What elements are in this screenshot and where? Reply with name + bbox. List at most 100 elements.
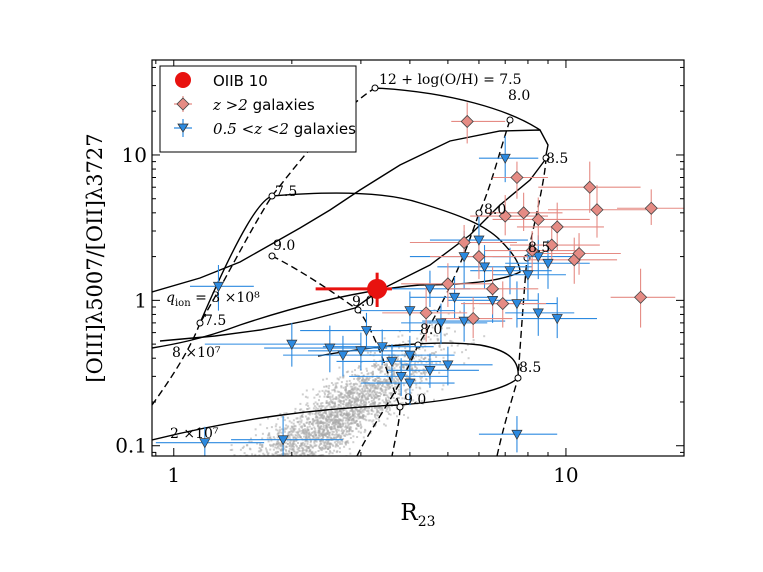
z2-galaxy-point <box>517 206 531 220</box>
cloud-point <box>407 377 410 380</box>
cloud-point <box>304 454 306 456</box>
cloud-point <box>342 374 345 377</box>
cloud-point <box>334 423 337 426</box>
cloud-point <box>305 467 307 469</box>
cloud-point <box>348 447 351 450</box>
cloud-point <box>346 418 349 421</box>
cloud-point <box>290 445 293 448</box>
cloud-point <box>365 393 368 396</box>
cloud-point <box>244 462 246 464</box>
cloud-point <box>375 385 378 388</box>
cloud-point <box>283 483 285 485</box>
cloud-point <box>366 369 368 372</box>
cloud-point <box>318 430 321 433</box>
cloud-point <box>411 388 414 391</box>
cloud-point <box>246 454 249 456</box>
cloud-point <box>383 378 386 381</box>
cloud-point <box>262 480 264 482</box>
cloud-point <box>355 419 358 422</box>
cloud-point <box>379 359 382 362</box>
cloud-point <box>272 436 275 439</box>
cloud-point <box>409 361 412 364</box>
cloud-point <box>276 487 278 489</box>
cloud-point <box>367 372 370 375</box>
midz-galaxy-point <box>473 235 485 246</box>
cloud-point <box>366 395 369 398</box>
cloud-point <box>346 433 349 436</box>
cloud-point <box>286 416 289 419</box>
grid-node <box>354 306 362 314</box>
cloud-point <box>442 356 445 359</box>
cloud-point <box>334 382 337 385</box>
cloud-point <box>266 451 269 454</box>
cloud-point <box>354 388 357 391</box>
cloud-point <box>378 376 381 379</box>
cloud-point <box>414 365 416 368</box>
cloud-point <box>333 397 336 400</box>
cloud-point <box>338 447 341 450</box>
cloud-point <box>306 402 309 405</box>
cloud-point <box>297 476 299 478</box>
cloud-point <box>359 431 362 434</box>
cloud-point <box>347 370 350 373</box>
cloud-point <box>226 492 228 494</box>
cloud-point <box>245 488 247 490</box>
cloud-point <box>394 376 397 379</box>
cloud-point <box>266 470 268 472</box>
cloud-point <box>235 485 237 487</box>
cloud-point <box>328 403 331 406</box>
cloud-point <box>336 410 339 413</box>
cloud-point <box>295 431 298 434</box>
cloud-point <box>324 408 327 411</box>
cloud-point <box>249 493 251 495</box>
cloud-point <box>376 391 379 394</box>
cloud-point <box>256 482 258 484</box>
cloud-point <box>397 363 400 366</box>
cloud-point <box>339 426 342 429</box>
cloud-point <box>240 486 242 488</box>
cloud-point <box>286 460 288 462</box>
cloud-point <box>218 490 220 492</box>
cloud-point <box>267 466 269 468</box>
cloud-point <box>375 365 378 368</box>
cloud-point <box>335 396 338 399</box>
cloud-point <box>389 393 392 396</box>
cloud-point <box>213 470 215 472</box>
cloud-point <box>267 490 269 492</box>
cloud-point <box>254 492 256 494</box>
cloud-point <box>238 470 240 472</box>
cloud-point <box>340 442 343 445</box>
cloud-point <box>376 395 379 398</box>
z2-galaxy-point <box>545 238 559 252</box>
cloud-point <box>349 391 352 394</box>
cloud-point <box>340 410 343 413</box>
cloud-point <box>323 422 326 425</box>
cloud-point <box>290 469 292 471</box>
cloud-point <box>272 454 275 456</box>
cloud-point <box>283 459 285 461</box>
cloud-point <box>259 423 262 426</box>
cloud-point <box>309 443 312 446</box>
cloud-point <box>348 426 351 429</box>
cloud-point <box>306 435 309 438</box>
cloud-point <box>393 412 396 415</box>
cloud-point <box>422 402 424 405</box>
cloud-point <box>314 454 317 456</box>
cloud-point <box>265 485 267 487</box>
cloud-point <box>411 370 414 373</box>
cloud-point <box>266 437 269 440</box>
midz-galaxy-point <box>424 284 436 295</box>
cloud-point <box>215 472 217 474</box>
cloud-point <box>361 390 364 393</box>
cloud-point <box>306 471 308 473</box>
cloud-point <box>277 444 280 447</box>
cloud-point <box>243 486 245 488</box>
cloud-point <box>279 413 282 415</box>
cloud-point <box>388 413 390 415</box>
cloud-point <box>320 425 323 427</box>
cloud-point <box>393 370 396 373</box>
cloud-point <box>317 393 320 396</box>
cloud-point <box>232 474 234 476</box>
cloud-point <box>371 390 374 393</box>
cloud-point <box>328 401 331 404</box>
